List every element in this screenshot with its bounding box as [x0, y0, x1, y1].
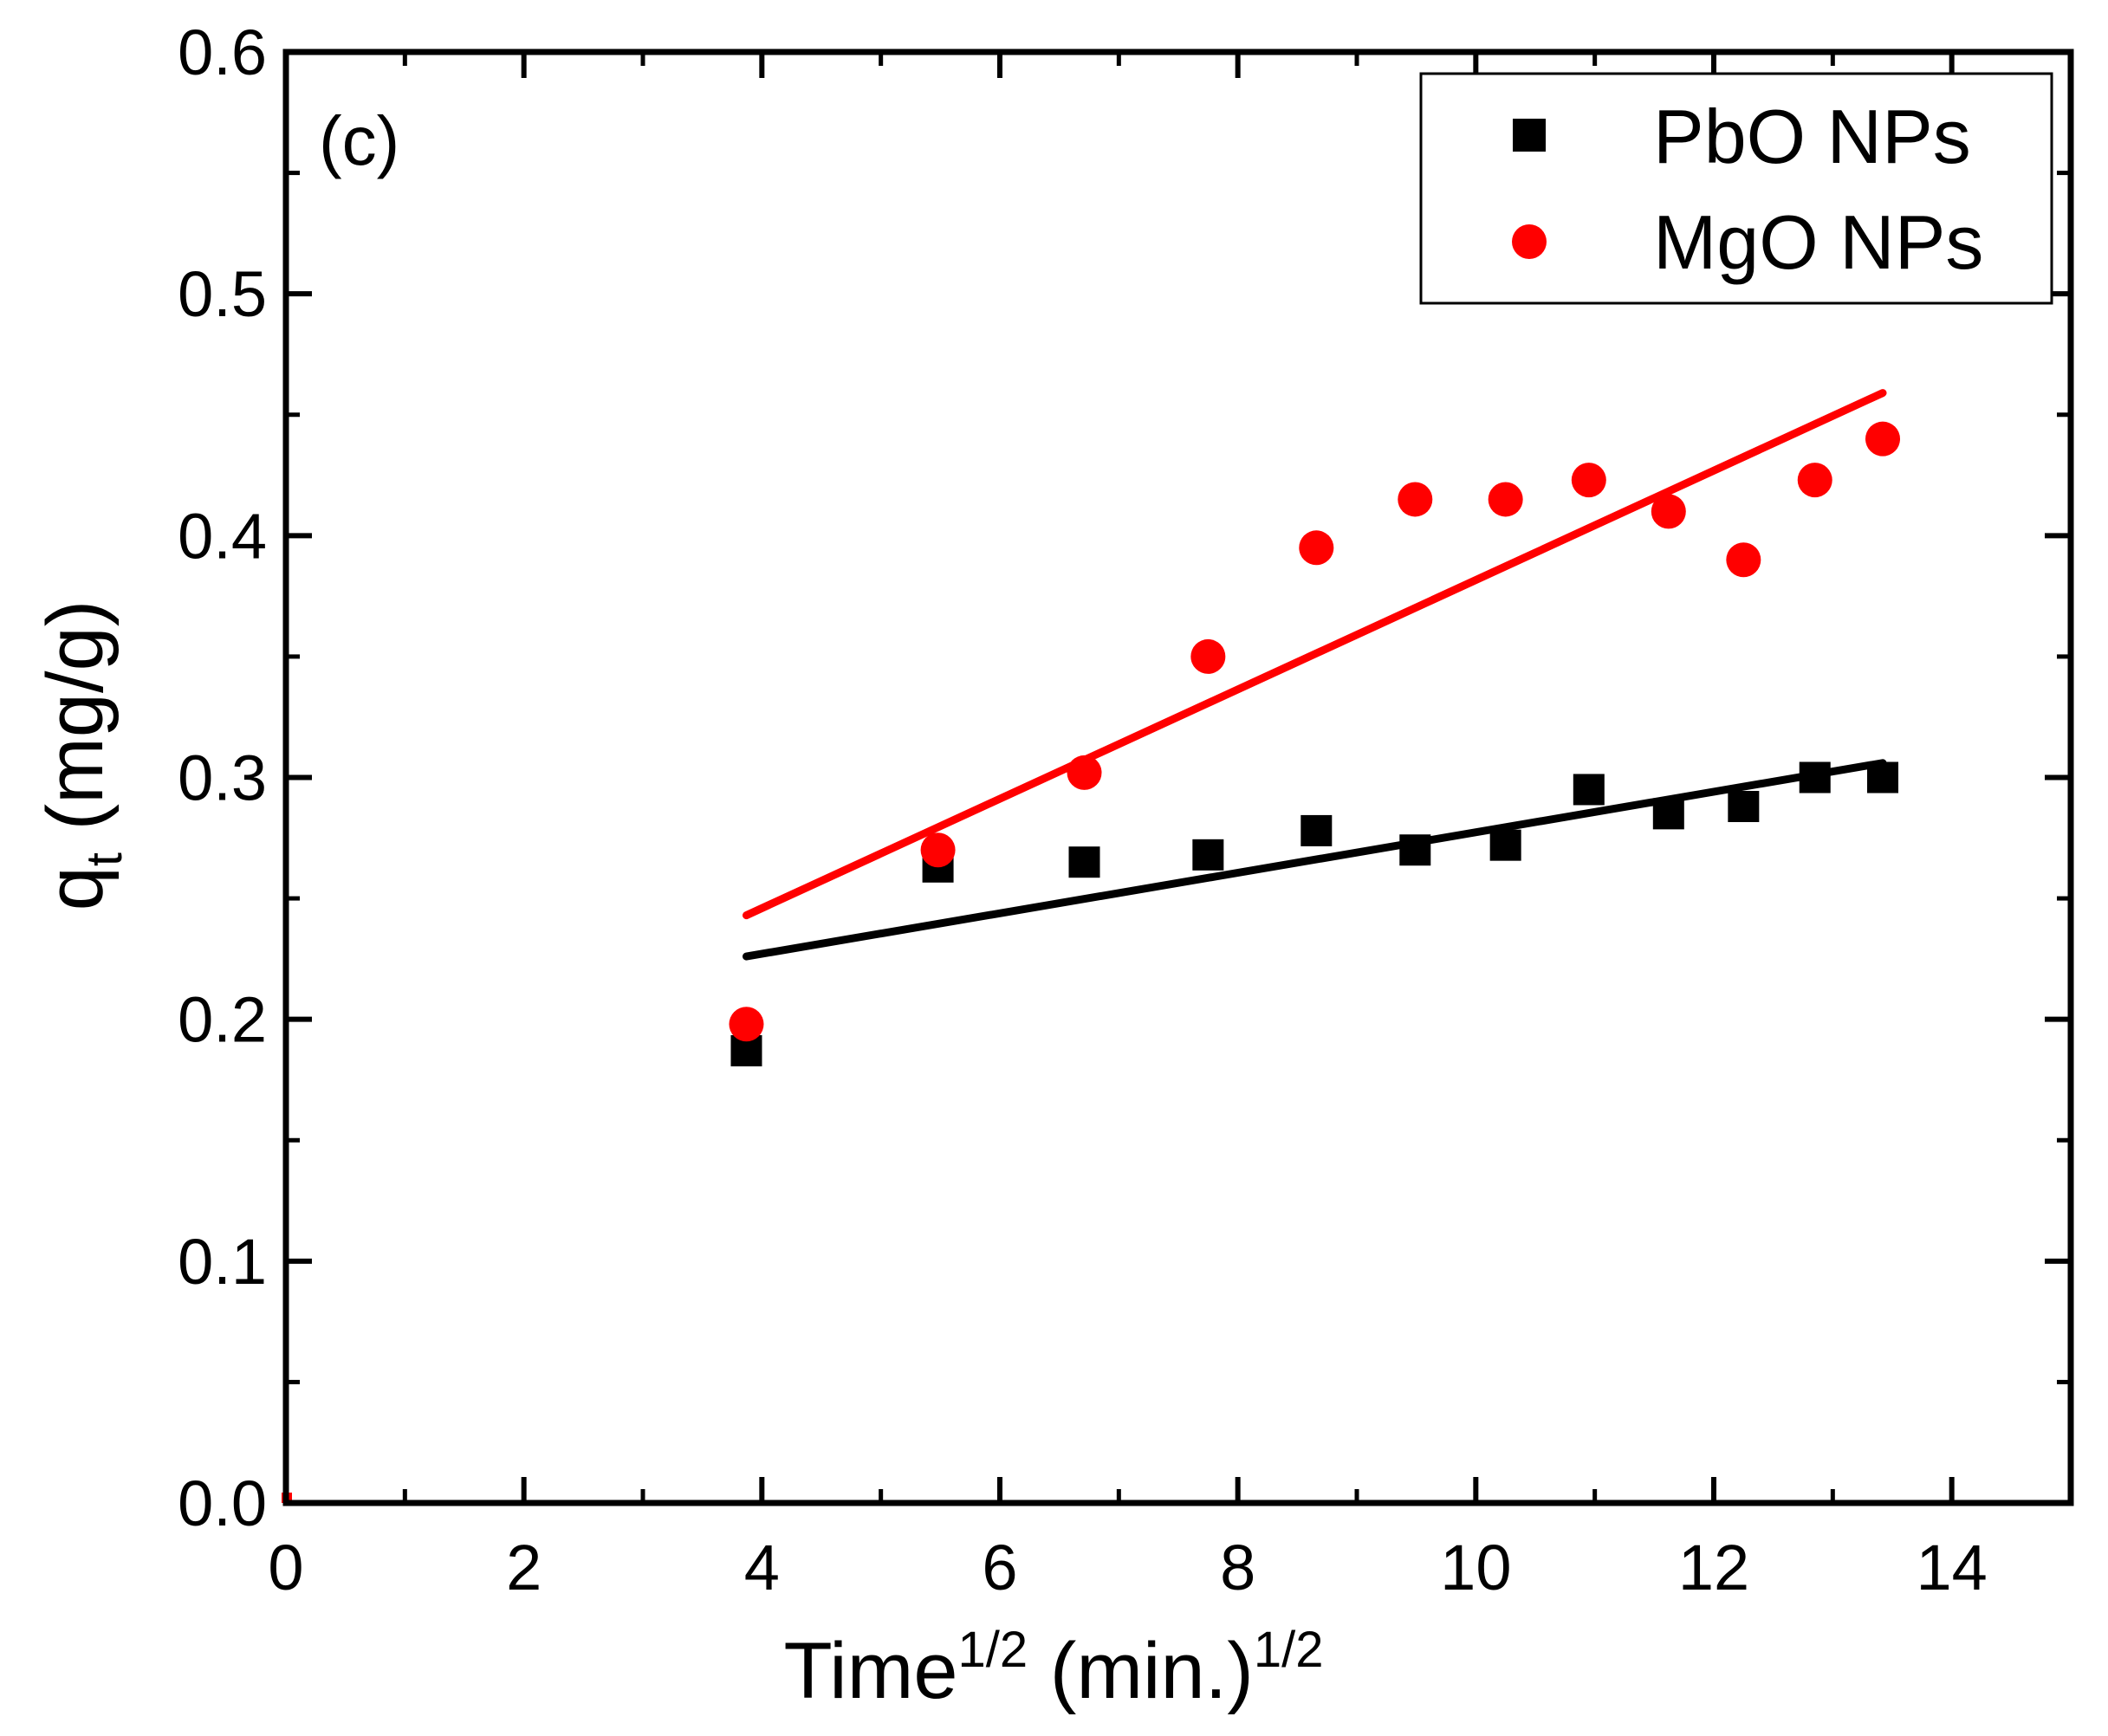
- x-tick-label: 2: [506, 1532, 542, 1603]
- x-tick-label: 12: [1678, 1532, 1749, 1603]
- panel-label: (c): [319, 102, 399, 179]
- data-point-pbo: [1867, 761, 1899, 794]
- x-tick-label: 6: [982, 1532, 1017, 1603]
- data-point-pbo: [1652, 798, 1684, 830]
- data-point-mgo: [1797, 463, 1832, 498]
- plot-area: [282, 389, 1901, 1503]
- data-point-pbo: [1489, 829, 1521, 861]
- data-point-mgo: [1726, 542, 1761, 578]
- y-tick-label: 0.3: [178, 742, 267, 814]
- data-point-mgo: [729, 1007, 764, 1042]
- y-tick-label: 0.0: [178, 1467, 267, 1539]
- data-point-mgo: [1651, 494, 1686, 529]
- x-tick-label: 10: [1440, 1532, 1511, 1603]
- y-tick-label: 0.4: [178, 500, 267, 572]
- data-point-mgo: [920, 832, 956, 868]
- fit-line-pbo: [742, 759, 1887, 961]
- data-point-mgo: [1067, 755, 1102, 790]
- data-point-pbo: [1573, 774, 1605, 806]
- legend: PbO NPs MgO NPs: [1419, 72, 2053, 305]
- legend-box: [1419, 72, 2053, 305]
- data-point-mgo: [1299, 530, 1334, 566]
- y-axis-title: qt (mg/g): [31, 600, 133, 911]
- legend-label-pbo: PbO NPs: [1653, 94, 1971, 179]
- fit-line-mgo: [742, 389, 1887, 920]
- y-tick-label: 0.1: [178, 1226, 267, 1298]
- data-point-pbo: [1192, 839, 1224, 871]
- axis-ticks: 0 2 4 6 8 10 12 14 0.0 0.1 0.2 0.3 0.4 0.5 0.6: [178, 16, 2071, 1603]
- y-tick-label: 0.5: [178, 258, 267, 330]
- data-point-mgo: [1488, 482, 1523, 517]
- data-point-pbo: [1399, 834, 1431, 866]
- data-point-mgo: [1190, 638, 1226, 674]
- data-point-pbo: [1068, 846, 1100, 878]
- y-tick-label: 0.2: [178, 984, 267, 1056]
- x-tick-label: 14: [1917, 1532, 1988, 1603]
- y-tick-label: 0.6: [178, 16, 267, 88]
- data-point-pbo: [1300, 814, 1333, 846]
- data-point-mgo: [1398, 482, 1433, 517]
- x-axis-title: Time1/2 (min.)1/2: [784, 1622, 1324, 1715]
- legend-marker-pbo: [1513, 119, 1546, 152]
- x-tick-label: 0: [268, 1532, 303, 1603]
- data-point-mgo: [1865, 421, 1901, 457]
- legend-marker-mgo: [1512, 224, 1547, 259]
- data-point-pbo: [1728, 791, 1760, 822]
- legend-label-mgo: MgO NPs: [1653, 199, 1983, 285]
- data-point-pbo: [1799, 761, 1831, 794]
- data-point-mgo: [1571, 463, 1606, 498]
- x-tick-label: 8: [1220, 1532, 1255, 1603]
- x-tick-label: 4: [744, 1532, 780, 1603]
